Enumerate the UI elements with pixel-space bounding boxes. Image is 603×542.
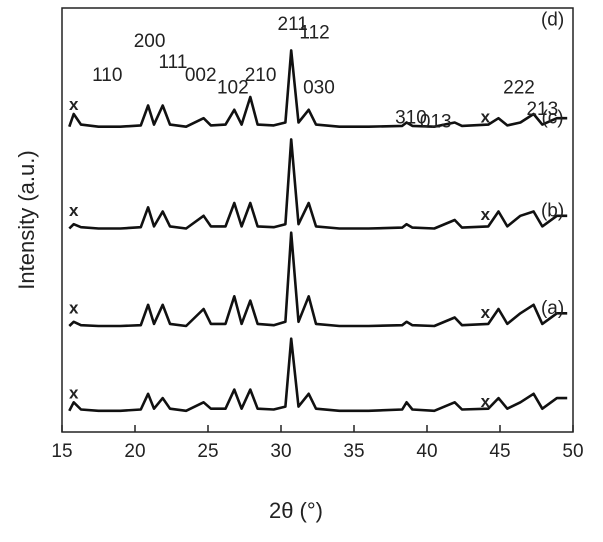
pattern-line — [68, 337, 568, 413]
pattern-line — [68, 138, 568, 230]
annotation: x — [481, 392, 491, 411]
annotation: (a) — [541, 298, 564, 319]
annotation: 013 — [420, 111, 452, 132]
pattern-line — [68, 49, 568, 128]
annotation: (c) — [541, 107, 563, 128]
x-tick-label: 30 — [270, 441, 291, 462]
annotation: x — [481, 303, 491, 322]
annotation: 213 — [526, 99, 558, 120]
x-tick-label: 20 — [124, 441, 145, 462]
annotation: x — [69, 95, 79, 114]
pattern-line — [68, 231, 568, 328]
x-tick-label: 45 — [489, 441, 510, 462]
annotation: 110 — [92, 65, 122, 86]
annotation: (d) — [541, 10, 564, 31]
annotation: 111 — [159, 52, 188, 73]
annotation: x — [69, 383, 79, 402]
x-tick-label: 40 — [416, 441, 437, 462]
annotation: x — [481, 205, 491, 224]
annotation: 310 — [395, 107, 427, 128]
annotation: 002 — [185, 65, 217, 86]
annotation: 211 — [278, 14, 308, 35]
x-tick-label: 35 — [343, 441, 364, 462]
annotation: 210 — [245, 65, 277, 86]
x-tick-label: 15 — [51, 441, 72, 462]
annotation: x — [69, 201, 79, 220]
x-tick-label: 50 — [562, 441, 583, 462]
x-axis-label: 2θ (°) — [269, 498, 323, 523]
annotation: (b) — [541, 201, 564, 222]
annotation: x — [69, 299, 79, 318]
y-axis-label: Intensity (a.u.) — [14, 150, 39, 289]
annotation: 222 — [503, 78, 535, 99]
annotation: 112 — [299, 22, 329, 43]
annotation: 200 — [134, 31, 166, 52]
plot-frame — [61, 7, 574, 433]
annotation: x — [481, 108, 491, 127]
x-tick-label: 25 — [197, 441, 218, 462]
annotation: 102 — [217, 78, 249, 99]
annotation: 030 — [303, 78, 335, 99]
